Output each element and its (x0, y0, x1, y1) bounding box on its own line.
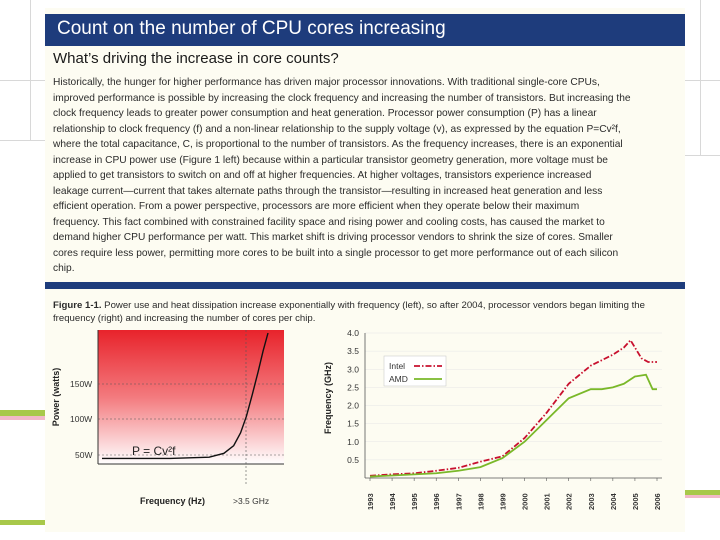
frequency-annotation: >3.5 GHz (233, 496, 270, 506)
slide-grid-line (0, 140, 45, 141)
slide-accent-bar (0, 520, 45, 525)
paragraph-line: chip. (53, 263, 75, 274)
power-x-axis-title: Frequency (Hz) (140, 496, 206, 506)
slide-grid-line (0, 80, 45, 81)
power-tick-label: 150W (70, 379, 93, 389)
frequency-y-tick-label: 0.5 (347, 455, 359, 465)
caption-line: frequency (right) and increasing the num… (53, 313, 316, 324)
power-formula: P = Cv²f (132, 444, 176, 458)
slide-accent-bar (0, 416, 45, 420)
figure-caption: Figure 1-1. Power use and heat dissipati… (53, 299, 683, 325)
power-chart-area (98, 330, 284, 464)
frequency-x-tick-label: 2004 (609, 492, 618, 510)
slide-accent-bar (685, 495, 720, 498)
frequency-x-tick-label: 1993 (366, 493, 375, 510)
paragraph-line: Historically, the hunger for higher perf… (53, 77, 600, 88)
frequency-x-tick-label: 2006 (653, 493, 662, 510)
paragraph-line: applied to get transistors to switch on … (53, 170, 592, 181)
frequency-x-tick-label: 1997 (454, 493, 463, 510)
power-tick-label: 100W (70, 414, 93, 424)
frequency-legend (383, 355, 447, 387)
slide-grid-line (685, 155, 720, 156)
slide-grid-line (700, 0, 701, 155)
slide-accent-bar (0, 410, 45, 416)
section-divider (45, 282, 685, 289)
caption-label: Figure 1-1. (53, 300, 102, 311)
caption-line: Power use and heat dissipation increase … (101, 300, 645, 311)
paragraph-line: clock frequency leads to greater power c… (53, 108, 597, 119)
frequency-x-tick-label: 1999 (498, 493, 507, 510)
slide-accent-bar (685, 490, 720, 495)
frequency-y-tick-label: 2.5 (347, 382, 359, 392)
paragraph-line: increase in CPU power use (Figure 1 left… (53, 154, 608, 166)
series-line-amd (369, 373, 657, 478)
document-title: Count on the number of CPU cores increas… (57, 18, 446, 39)
frequency-x-tick-label: 1994 (388, 492, 397, 510)
paragraph-line: cores require less power, permitting mor… (53, 247, 619, 259)
paragraph-line: relationship to clock frequency (f) and … (53, 123, 621, 135)
frequency-y-axis-title: Frequency (GHz) (323, 362, 333, 435)
series-line-intel (369, 338, 657, 477)
frequency-x-tick-label: 2001 (543, 493, 552, 510)
slide-grid-line (30, 0, 31, 140)
legend-label-intel: Intel (389, 361, 405, 371)
frequency-x-tick-label: 2005 (631, 493, 640, 510)
body-paragraph: Historically, the hunger for higher perf… (53, 75, 683, 277)
frequency-x-tick-label: 2003 (587, 493, 596, 510)
legend-label-amd: AMD (389, 374, 408, 384)
frequency-x-tick-label: 1998 (476, 493, 485, 510)
frequency-y-tick-label: 1.0 (347, 437, 359, 447)
paragraph-line: efficient operation. From a power perspe… (53, 201, 580, 212)
paragraph-line: frequency. This fact combined with const… (53, 216, 605, 228)
frequency-y-tick-label: 3.5 (347, 346, 359, 356)
frequency-x-tick-label: 1995 (410, 493, 419, 510)
paragraph-line: demand higher CPU performance per watt. … (53, 232, 613, 243)
power-tick-label: 50W (75, 450, 93, 460)
frequency-x-tick-label: 1996 (432, 493, 441, 510)
frequency-y-tick-label: 1.5 (347, 419, 359, 429)
paragraph-line: leakage current—current that takes alter… (53, 185, 603, 197)
slide-grid-line (685, 80, 720, 81)
paragraph-line: where the total capacitance, C, is propo… (53, 139, 623, 150)
section-heading: What’s driving the increase in core coun… (53, 50, 339, 67)
frequency-y-tick-label: 3.0 (347, 364, 359, 374)
frequency-x-tick-label: 2002 (565, 493, 574, 510)
frequency-x-tick-label: 2000 (521, 493, 530, 510)
frequency-y-tick-label: 2.0 (347, 401, 359, 411)
power-curve (169, 332, 269, 460)
frequency-y-tick-label: 4.0 (347, 328, 359, 338)
paragraph-line: improved performance is possible by incr… (53, 92, 631, 104)
title-bar: Count on the number of CPU cores increas… (45, 14, 685, 46)
